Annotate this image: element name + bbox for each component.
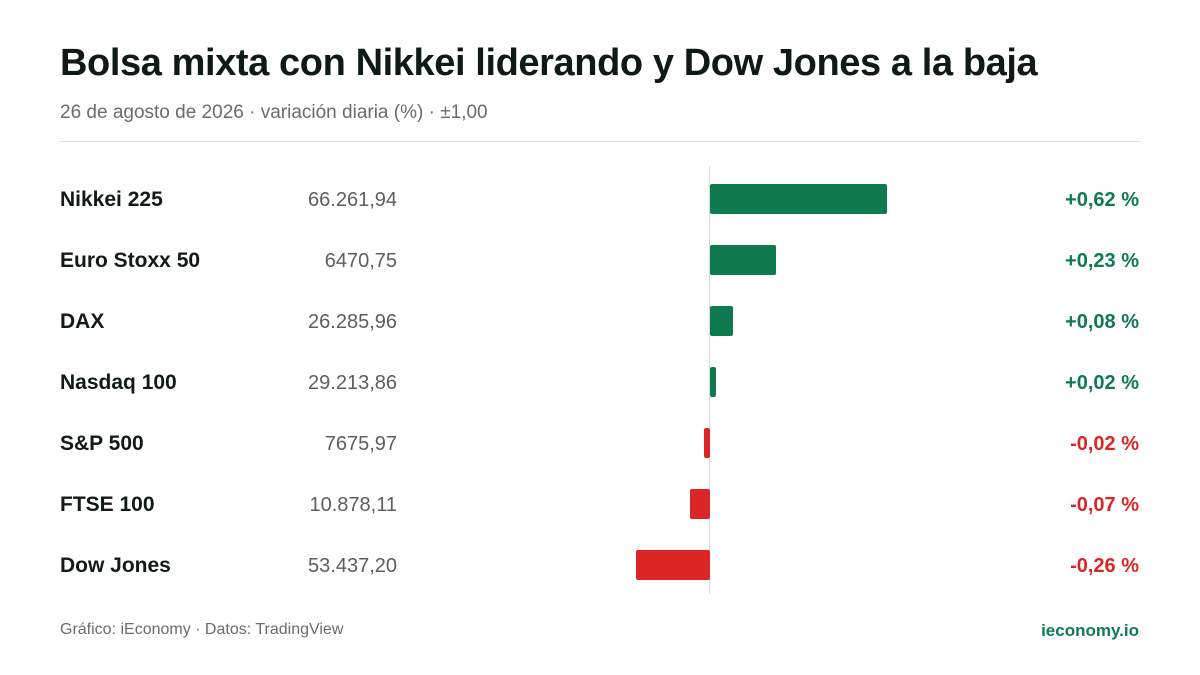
change-label: +0,62 % bbox=[1065, 189, 1139, 211]
index-price: 6470,75 bbox=[324, 250, 397, 272]
chart-subtitle: 26 de agosto de 2026 · variación diaria … bbox=[60, 102, 488, 123]
index-price: 10.878,11 bbox=[309, 494, 398, 516]
header-divider bbox=[60, 141, 1140, 142]
index-price: 26.285,96 bbox=[308, 311, 397, 333]
change-label: +0,23 % bbox=[1065, 250, 1139, 272]
index-price: 53.437,20 bbox=[308, 555, 397, 577]
bar-positive bbox=[710, 306, 733, 336]
bar-positive bbox=[710, 367, 716, 397]
index-name: Euro Stoxx 50 bbox=[60, 249, 201, 272]
index-price: 7675,97 bbox=[324, 433, 397, 455]
index-row: Euro Stoxx 50 6470,75 +0,23 % bbox=[0, 241, 1200, 281]
chart-title: Bolsa mixta con Nikkei liderando y Dow J… bbox=[60, 42, 1038, 84]
index-row: Dow Jones 53.437,20 -0,26 % bbox=[0, 546, 1200, 586]
bar-positive bbox=[710, 245, 776, 275]
index-row: Nasdaq 100 29.213,86 +0,02 % bbox=[0, 363, 1200, 403]
change-label: -0,07 % bbox=[1070, 494, 1139, 516]
footer-brand-link[interactable]: ieconomy.io bbox=[1041, 621, 1139, 640]
footer-source: Gráfico: iEconomy · Datos: TradingView bbox=[60, 621, 344, 638]
bar-negative bbox=[704, 428, 710, 458]
index-name: FTSE 100 bbox=[60, 493, 155, 516]
bar-negative bbox=[635, 550, 710, 580]
index-row: Nikkei 225 66.261,94 +0,62 % bbox=[0, 180, 1200, 220]
index-row: FTSE 100 10.878,11 -0,07 % bbox=[0, 485, 1200, 525]
bar-positive bbox=[710, 184, 887, 214]
index-price: 66.261,94 bbox=[308, 189, 397, 211]
index-price: 29.213,86 bbox=[308, 372, 397, 394]
change-label: +0,08 % bbox=[1065, 311, 1139, 333]
index-name: S&P 500 bbox=[60, 432, 144, 455]
index-name: DAX bbox=[60, 310, 105, 333]
index-name: Nikkei 225 bbox=[60, 188, 163, 211]
change-label: -0,26 % bbox=[1070, 555, 1139, 577]
index-row: DAX 26.285,96 +0,08 % bbox=[0, 302, 1200, 342]
zero-axis-line bbox=[709, 166, 710, 594]
index-name: Dow Jones bbox=[60, 554, 171, 577]
bar-negative bbox=[690, 489, 710, 519]
index-row: S&P 500 7675,97 -0,02 % bbox=[0, 424, 1200, 464]
change-label: -0,02 % bbox=[1070, 433, 1139, 455]
change-label: +0,02 % bbox=[1065, 372, 1139, 394]
index-name: Nasdaq 100 bbox=[60, 371, 177, 394]
